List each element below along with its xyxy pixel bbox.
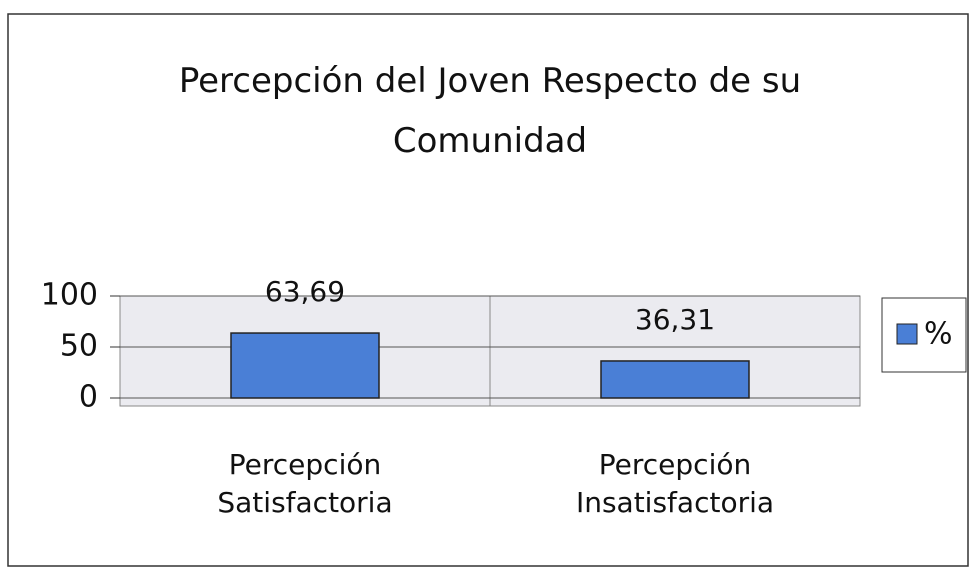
bar — [230, 332, 380, 399]
data-label: 63,69 — [265, 275, 345, 308]
legend-swatch — [896, 323, 918, 345]
legend-label: % — [924, 317, 953, 352]
x-tick-label: Percepción Insatisfactoria — [575, 448, 775, 519]
bar — [600, 360, 750, 399]
data-label: 36,31 — [635, 303, 715, 336]
legend-box — [881, 297, 967, 373]
y-tick-label: 50 — [60, 329, 98, 364]
x-tick-label: Percepción Satisfactoria — [217, 448, 393, 519]
chart-title: Percepción del Joven Respecto de su Comu… — [178, 61, 802, 161]
y-tick-label: 0 — [79, 380, 98, 415]
y-tick-label: 100 — [41, 278, 98, 313]
chart-frame — [7, 13, 969, 567]
